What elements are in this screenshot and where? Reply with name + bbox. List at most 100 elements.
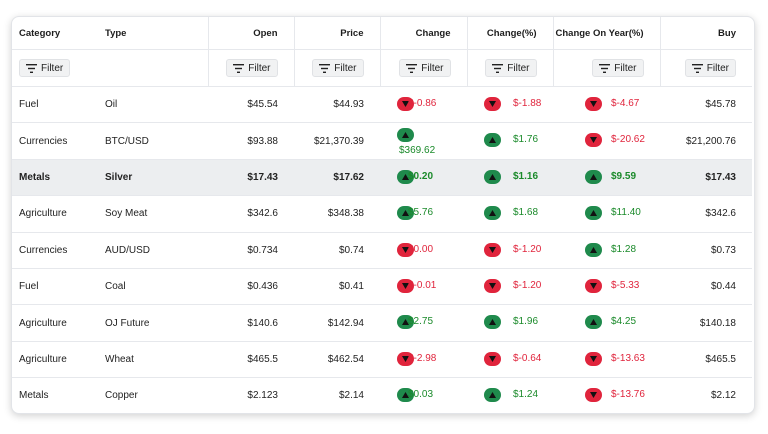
cell-change-year: $-20.62 xyxy=(553,122,660,160)
cell-open: $140.6 xyxy=(208,304,294,342)
cell-buy: $465.5 xyxy=(660,341,752,379)
cell-change-year: $1.28 xyxy=(553,232,660,269)
column-header-price[interactable]: Price xyxy=(294,17,381,50)
change-value: $0.03 xyxy=(408,389,434,401)
change-value: $4.25 xyxy=(611,316,637,328)
change-value: $1.24 xyxy=(513,389,539,401)
filter-cell-type xyxy=(98,49,209,87)
cell-type: Oil xyxy=(98,86,208,124)
filter-cell-change: Filter xyxy=(380,49,468,87)
filter-cell-open: Filter xyxy=(208,49,295,87)
commodities-grid: Category Type Open Price Change Change(%… xyxy=(12,17,752,413)
cell-price: $0.41 xyxy=(294,268,380,306)
change-value: $-0.86 xyxy=(408,98,437,109)
table-row[interactable]: Metals Copper $2.123 $2.14 $0.03 $1.24 $-13.76… xyxy=(12,377,752,413)
column-header-type[interactable]: Type xyxy=(98,17,209,50)
change-value: $-13.76 xyxy=(611,389,645,401)
filter-button-buy[interactable]: Filter xyxy=(684,59,736,77)
column-header-category[interactable]: Category xyxy=(12,17,98,50)
filter-label: Filter xyxy=(706,62,729,74)
filter-cell-buy: Filter xyxy=(660,49,752,87)
cell-type: Copper xyxy=(98,377,208,413)
filter-cell-price: Filter xyxy=(294,49,381,87)
filter-button-change-pct[interactable]: Filter xyxy=(485,59,537,77)
cell-type: Wheat xyxy=(98,341,208,379)
cell-type: Coal xyxy=(98,268,208,306)
change-value: $1.68 xyxy=(513,207,539,219)
cell-open: $342.6 xyxy=(208,195,294,233)
cell-open: $465.5 xyxy=(208,341,294,379)
arrow-down-icon xyxy=(585,97,602,111)
header-row: Category Type Open Price Change Change(%… xyxy=(12,17,752,50)
table-row[interactable]: Agriculture OJ Future $140.6 $142.94 $2.75 $1… xyxy=(12,304,752,342)
cell-buy: $2.12 xyxy=(660,377,752,413)
arrow-up-icon xyxy=(484,388,501,403)
cell-buy: $21,200.76 xyxy=(660,122,752,160)
filter-cell-category: Filter xyxy=(12,49,98,87)
filter-button-price[interactable]: Filter xyxy=(312,59,364,77)
cell-category: Currencies xyxy=(12,232,98,269)
cell-category: Currencies xyxy=(12,122,98,160)
arrow-down-icon xyxy=(585,133,602,148)
filter-icon xyxy=(691,63,703,73)
cell-change-year: $4.25 xyxy=(553,304,660,342)
table-row[interactable]: Fuel Coal $0.436 $0.41 $-0.01 $-1.20 $-5.33 $0.… xyxy=(12,268,752,306)
cell-open: $45.54 xyxy=(208,86,294,124)
filter-cell-change-pct: Filter xyxy=(467,49,554,87)
arrow-up-icon xyxy=(585,206,602,221)
arrow-down-icon xyxy=(397,278,414,293)
cell-change-year: $11.40 xyxy=(553,195,660,233)
cell-buy: $17.43 xyxy=(660,159,752,197)
cell-type: AUD/USD xyxy=(98,232,208,269)
cell-change-pct: $1.76 xyxy=(467,122,553,160)
arrow-up-icon xyxy=(397,315,414,330)
change-value: $0.00 xyxy=(408,243,434,255)
cell-price: $17.62 xyxy=(294,159,380,197)
filter-label: Filter xyxy=(421,62,444,74)
cell-open: $17.43 xyxy=(208,159,294,197)
arrow-down-icon xyxy=(484,351,501,366)
cell-change: $5.76 xyxy=(380,195,467,233)
cell-type: OJ Future xyxy=(98,304,208,342)
column-header-change[interactable]: Change xyxy=(380,17,468,50)
cell-price: $348.38 xyxy=(294,195,380,233)
table-row[interactable]: Currencies BTC/USD $93.88 $21,370.39 $369.62… xyxy=(12,122,752,160)
filter-button-category[interactable]: Filter xyxy=(19,59,71,77)
arrow-down-icon xyxy=(397,351,414,366)
table-row[interactable]: Agriculture Wheat $465.5 $462.54 $-2.98 $-0.6… xyxy=(12,341,752,379)
change-value: $0.20 xyxy=(408,170,434,182)
arrow-down-icon xyxy=(585,351,602,366)
cell-open: $0.436 xyxy=(208,268,294,306)
cell-buy: $0.73 xyxy=(660,232,752,269)
cell-price: $142.94 xyxy=(294,304,380,342)
filter-button-change-on-year[interactable]: Filter xyxy=(592,59,644,77)
change-value: $-20.62 xyxy=(611,134,645,146)
filter-label: Filter xyxy=(248,62,271,74)
cell-change: $2.75 xyxy=(380,304,467,342)
filter-button-change[interactable]: Filter xyxy=(399,59,451,77)
cell-change-pct: $1.24 xyxy=(467,377,553,413)
table-row[interactable]: Currencies AUD/USD $0.734 $0.74 $0.00 $-1.20 $… xyxy=(12,232,752,269)
filter-button-open[interactable]: Filter xyxy=(226,59,278,77)
cell-category: Agriculture xyxy=(12,195,98,233)
table-row[interactable]: Fuel Oil $45.54 $44.93 $-0.86 $-1.88 $-4.67 $45… xyxy=(12,86,752,124)
filter-icon xyxy=(406,63,418,73)
change-value: $-1.88 xyxy=(513,98,542,109)
cell-buy: $342.6 xyxy=(660,195,752,233)
cell-price: $44.93 xyxy=(294,86,380,124)
arrow-up-icon xyxy=(484,206,501,221)
table-row[interactable]: Agriculture Soy Meat $342.6 $348.38 $5.76 $1.… xyxy=(12,195,752,233)
cell-change-pct: $-1.88 xyxy=(467,86,553,124)
cell-change-pct: $-1.20 xyxy=(467,232,553,269)
arrow-down-icon xyxy=(484,242,501,257)
table-row[interactable]: Metals Silver $17.43 $17.62 $0.20 $1.16 $9.59 $… xyxy=(12,159,752,197)
column-header-buy[interactable]: Buy xyxy=(660,17,752,50)
column-header-change-pct[interactable]: Change(%) xyxy=(467,17,554,50)
filter-label: Filter xyxy=(334,62,357,74)
cell-change: $0.00 xyxy=(380,232,467,269)
cell-change-pct: $-0.64 xyxy=(467,341,553,379)
arrow-up-icon xyxy=(585,169,602,184)
change-value: $-0.64 xyxy=(513,352,542,364)
column-header-change-on-year[interactable]: Change On Year(%) xyxy=(553,17,661,50)
column-header-open[interactable]: Open xyxy=(208,17,295,50)
